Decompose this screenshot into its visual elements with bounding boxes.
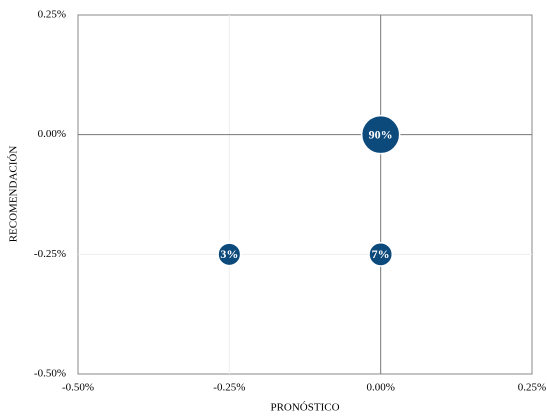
bubble: [368, 241, 394, 267]
x-tick-label: 0.25%: [518, 382, 546, 394]
x-tick-label: 0.00%: [366, 382, 394, 394]
bubble: [217, 242, 242, 267]
y-tick-label: 0.00%: [38, 128, 66, 140]
x-tick-label: -0.25%: [213, 382, 245, 394]
data-label: 3%: [220, 247, 238, 261]
y-tick-label: -0.25%: [34, 248, 66, 260]
y-tick-label: -0.50%: [34, 368, 66, 380]
data-label: 90%: [369, 127, 393, 141]
plot-area: [77, 14, 533, 375]
x-tick-label: -0.50%: [62, 382, 94, 394]
bubble: [360, 114, 401, 155]
y-axis-label: RECOMENDACIÓN: [8, 146, 20, 243]
x-axis-label: PRONÓSTICO: [270, 402, 339, 414]
data-label: 7%: [372, 247, 390, 261]
y-tick-label: 0.25%: [38, 9, 66, 21]
